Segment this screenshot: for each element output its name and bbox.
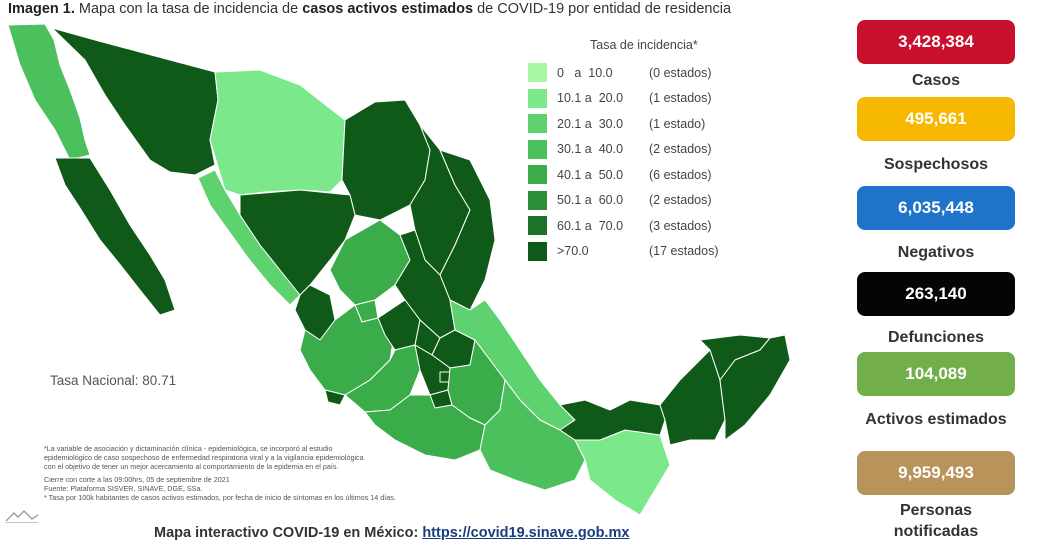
- legend-range: 0 a 10.0: [557, 65, 613, 80]
- stat-value: 9,959,493: [857, 451, 1015, 495]
- legend-swatch: [528, 241, 547, 261]
- legend-count: (17 estados): [649, 244, 719, 259]
- state-guerrero[interactable]: [364, 394, 486, 461]
- title-bold: casos activos estimados: [302, 1, 474, 17]
- legend: Tasa de incidencia* 0 a 10.0 (0 estados) 1…: [528, 38, 768, 264]
- legend-item: 0 a 10.0 (0 estados): [528, 60, 768, 86]
- footer-link[interactable]: https://covid19.sinave.gob.mx: [422, 525, 630, 541]
- legend-swatch: [528, 139, 547, 159]
- legend-item: 60.1 a 70.0 (3 estados): [528, 213, 768, 239]
- legend-swatch: [528, 190, 547, 210]
- mexico-map: [7, 23, 791, 516]
- legend-item: 40.1 a 50.0 (6 estados): [528, 162, 768, 188]
- state-baja-california-sur[interactable]: [54, 157, 176, 316]
- stat-value: 6,035,448: [857, 186, 1015, 230]
- legend-count: (1 estados): [649, 91, 712, 106]
- legend-count: (3 estados): [649, 218, 712, 233]
- legend-item: >70.0 (17 estados): [528, 239, 768, 265]
- note-6: * Tasa por 100k habitantes de casos acti…: [44, 493, 396, 502]
- legend-range: >70.0: [557, 244, 589, 259]
- title-part2: de COVID-19 por entidad de residencia: [473, 1, 732, 17]
- stat-label: Casos: [911, 72, 961, 89]
- legend-item: 10.1 a 20.0 (1 estados): [528, 86, 768, 112]
- legend-range: 20.1 a 30.0: [557, 116, 624, 131]
- stat-label: Sospechosos: [883, 156, 989, 173]
- state-chiapas[interactable]: [574, 429, 671, 516]
- legend-range: 50.1 a 60.0: [557, 193, 624, 208]
- legend-swatch: [528, 216, 547, 236]
- legend-count: (0 estados): [649, 65, 712, 80]
- stat-label: Activos estimados: [865, 411, 1007, 428]
- title-part1: Mapa con la tasa de incidencia de: [74, 1, 303, 17]
- legend-range: 40.1 a 50.0: [557, 167, 624, 182]
- state-durango[interactable]: [239, 189, 356, 296]
- legend-swatch: [528, 88, 547, 108]
- legend-range: 30.1 a 40.0: [557, 142, 624, 157]
- legend-swatch: [528, 165, 547, 185]
- stat-value: 495,661: [857, 97, 1015, 141]
- state-colima[interactable]: [324, 389, 346, 406]
- legend-range: 60.1 a 70.0: [557, 218, 624, 233]
- stat-value: 263,140: [857, 272, 1015, 316]
- footer-text: Mapa interactivo COVID-19 en México:: [154, 525, 423, 541]
- stat-value: 104,089: [857, 352, 1015, 396]
- note-2: epidemiológico de caso sospechoso de enf…: [44, 453, 364, 462]
- legend-swatch: [528, 114, 547, 134]
- state-baja-california[interactable]: [7, 23, 91, 161]
- state-quintana-roo[interactable]: [719, 334, 791, 441]
- stat-label: Personas notificadas: [893, 502, 979, 540]
- state-chihuahua[interactable]: [209, 69, 346, 196]
- legend-swatch: [528, 63, 547, 83]
- note-3: con el objetivo de tener un mejor acerca…: [44, 462, 339, 471]
- legend-item: 30.1 a 40.0 (2 estados): [528, 137, 768, 163]
- note-5: Fuente: Plataforma SISVER, SINAVE, DGE, …: [44, 484, 203, 493]
- stat-label: Negativos: [897, 244, 975, 261]
- legend-count: (2 estados): [649, 142, 712, 157]
- state-tabasco[interactable]: [559, 399, 666, 441]
- legend-item: 20.1 a 30.0 (1 estado): [528, 111, 768, 137]
- note-4: Cierre con corte a las 09:00hrs, 05 de s…: [44, 475, 230, 484]
- figure-title: Imagen 1. Mapa con la tasa de incidencia…: [8, 0, 838, 18]
- footer: Mapa interactivo COVID-19 en México: htt…: [154, 525, 629, 541]
- sinave-logo-icon: [5, 510, 39, 523]
- title-prefix: Imagen 1.: [8, 1, 75, 17]
- legend-title: Tasa de incidencia*: [590, 38, 698, 52]
- note-1: *La variable de asociación y dictaminaci…: [44, 444, 333, 453]
- stat-label: Defunciones: [887, 329, 984, 346]
- legend-count: (6 estados): [649, 167, 712, 182]
- footnotes: *La variable de asociación y dictaminaci…: [44, 444, 514, 502]
- legend-count: (1 estado): [649, 116, 706, 131]
- legend-item: 50.1 a 60.0 (2 estados): [528, 188, 768, 214]
- legend-count: (2 estados): [649, 193, 712, 208]
- stat-value: 3,428,384: [857, 20, 1015, 64]
- tasa-nacional: Tasa Nacional: 80.71: [50, 373, 177, 388]
- legend-range: 10.1 a 20.0: [557, 91, 624, 106]
- state-sonora[interactable]: [51, 27, 219, 176]
- state-zacatecas[interactable]: [329, 219, 411, 306]
